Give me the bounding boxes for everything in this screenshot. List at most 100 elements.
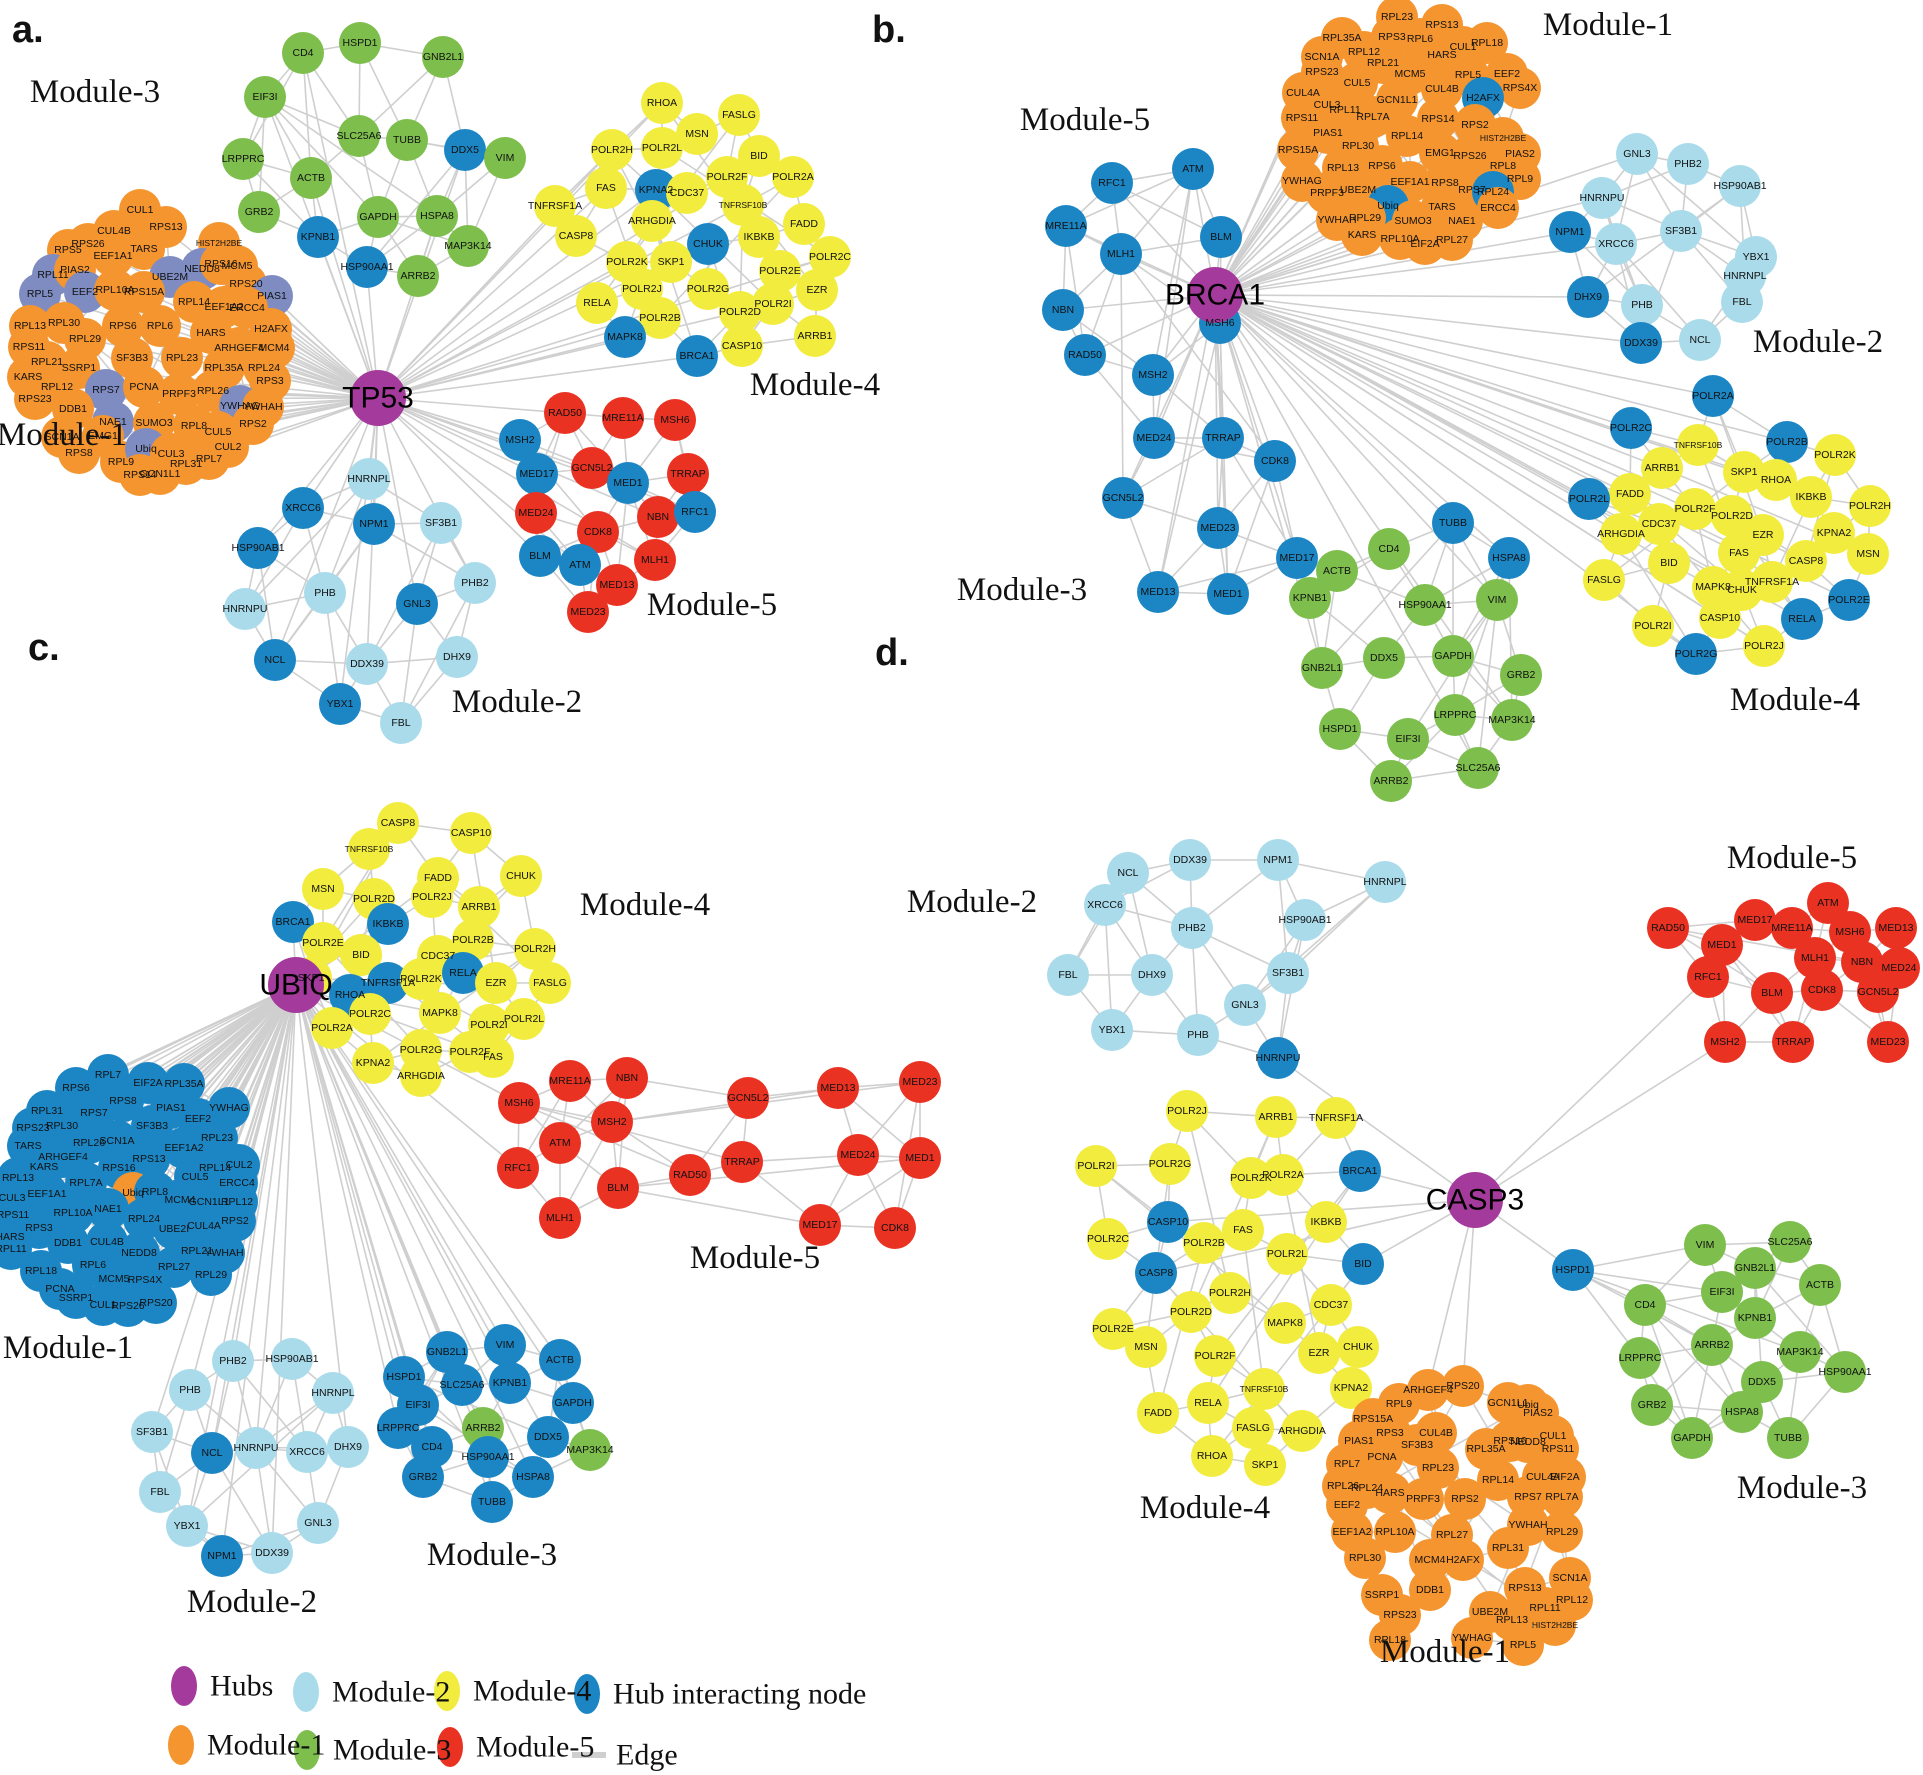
- node-HNRNPU[interactable]: [235, 1427, 277, 1469]
- node-RFC1[interactable]: [497, 1147, 539, 1189]
- node-POLR2B[interactable]: [1183, 1222, 1225, 1264]
- node-EEF2[interactable]: [64, 271, 106, 313]
- node-BRCA1[interactable]: [1339, 1150, 1381, 1192]
- node-RELA[interactable]: [442, 952, 484, 994]
- node-MSH2[interactable]: [591, 1101, 633, 1143]
- node-TRRAP[interactable]: [1772, 1021, 1814, 1063]
- node-ATM[interactable]: [539, 1122, 581, 1164]
- node-RHOA[interactable]: [1755, 459, 1797, 501]
- node-PHB[interactable]: [1177, 1014, 1219, 1056]
- node-MSN[interactable]: [302, 868, 344, 910]
- node-FBL[interactable]: [380, 702, 422, 744]
- node-CASP8[interactable]: [377, 802, 419, 844]
- node-PCNA[interactable]: [123, 366, 165, 408]
- node-POLR2K[interactable]: [400, 958, 442, 1000]
- node-BLM[interactable]: [1200, 216, 1242, 258]
- node-POLR2E[interactable]: [1092, 1308, 1134, 1350]
- node-XRCC6[interactable]: [286, 1431, 328, 1473]
- node-RPS14[interactable]: [1417, 98, 1459, 140]
- node-FASLG[interactable]: [718, 94, 760, 136]
- node-POLR2I[interactable]: [752, 283, 794, 325]
- node-TNFRSF1A[interactable]: [1315, 1097, 1357, 1139]
- node-MED17[interactable]: [799, 1204, 841, 1246]
- node-HSP90AB1[interactable]: [271, 1338, 313, 1380]
- node-MED17[interactable]: [516, 453, 558, 495]
- node-DHX9[interactable]: [1131, 954, 1173, 996]
- node-RPL27[interactable]: [1431, 219, 1473, 261]
- node-MAPK8[interactable]: [419, 992, 461, 1034]
- node-DDX5[interactable]: [527, 1416, 569, 1458]
- node-KPNA2[interactable]: [1813, 512, 1855, 554]
- node-BLM[interactable]: [597, 1167, 639, 1209]
- node-NPM1[interactable]: [201, 1535, 243, 1577]
- node-RPS26[interactable]: [1449, 135, 1491, 177]
- node-RPL10A[interactable]: [1374, 1511, 1416, 1553]
- node-DDX39[interactable]: [1620, 322, 1662, 364]
- node-ACTB[interactable]: [539, 1339, 581, 1381]
- node-FBL[interactable]: [139, 1471, 181, 1513]
- node-RFC1[interactable]: [674, 491, 716, 533]
- node-YBX1[interactable]: [166, 1505, 208, 1547]
- node-POLR2H[interactable]: [1849, 485, 1891, 527]
- node-SF3B3[interactable]: [131, 1105, 173, 1147]
- node-CD4[interactable]: [1624, 1284, 1666, 1326]
- node-DDX5[interactable]: [1741, 1361, 1783, 1403]
- node-TUBB[interactable]: [471, 1481, 513, 1523]
- node-POLR2K[interactable]: [1814, 434, 1856, 476]
- node-RAD50[interactable]: [544, 392, 586, 434]
- node-PRPF3[interactable]: [158, 373, 200, 415]
- node-MED23[interactable]: [1197, 507, 1239, 549]
- node-FADD[interactable]: [1609, 473, 1651, 515]
- node-RPS6[interactable]: [102, 305, 144, 347]
- node-RPL5[interactable]: [19, 273, 61, 315]
- node-RPL6[interactable]: [139, 305, 181, 347]
- node-GAPDH[interactable]: [1432, 635, 1474, 677]
- node-NCL[interactable]: [1679, 319, 1721, 361]
- node-GNL3[interactable]: [1224, 984, 1266, 1026]
- node-MRE11A[interactable]: [549, 1060, 591, 1102]
- node-KPNB1[interactable]: [1734, 1297, 1776, 1339]
- node-MED1[interactable]: [899, 1137, 941, 1179]
- node-MSH2[interactable]: [499, 419, 541, 461]
- node-POLR2F[interactable]: [1194, 1335, 1236, 1377]
- node-GCN5L2[interactable]: [1102, 477, 1144, 519]
- node-DDB1[interactable]: [1409, 1569, 1451, 1611]
- node-FAS[interactable]: [1222, 1209, 1264, 1251]
- node-MSN[interactable]: [676, 113, 718, 155]
- node-MED23[interactable]: [1867, 1021, 1909, 1063]
- node-HSP90AB1[interactable]: [237, 527, 279, 569]
- node-RPS2[interactable]: [214, 1200, 256, 1242]
- node-VIM[interactable]: [484, 1324, 526, 1366]
- node-DDX39[interactable]: [251, 1532, 293, 1574]
- node-HSP90AA1[interactable]: [1404, 584, 1446, 626]
- node-BID[interactable]: [340, 934, 382, 976]
- node-GRB2[interactable]: [1631, 1384, 1673, 1426]
- node-RPS15A[interactable]: [123, 271, 165, 313]
- node-RPS20[interactable]: [135, 1282, 177, 1324]
- node-SLC25A6[interactable]: [1457, 747, 1499, 789]
- node-FBL[interactable]: [1721, 281, 1763, 323]
- node-DHX9[interactable]: [1567, 276, 1609, 318]
- node-POLR2E[interactable]: [1828, 579, 1870, 621]
- node-NBN[interactable]: [1042, 289, 1084, 331]
- node-HNRNPL[interactable]: [348, 458, 390, 500]
- node-ARHGDIA[interactable]: [1281, 1410, 1323, 1452]
- node-RFC1[interactable]: [1091, 162, 1133, 204]
- node-RPL31[interactable]: [1487, 1527, 1529, 1569]
- node-GAPDH[interactable]: [552, 1382, 594, 1424]
- node-GCN5L2[interactable]: [727, 1077, 769, 1119]
- node-FASLG[interactable]: [1583, 559, 1625, 601]
- node-FADD[interactable]: [783, 203, 825, 245]
- node-HSP90AB1[interactable]: [1284, 899, 1326, 941]
- node-MED1[interactable]: [1701, 924, 1743, 966]
- node-KPNB1[interactable]: [1289, 577, 1331, 619]
- node-ARRB1[interactable]: [1255, 1096, 1297, 1138]
- node-GCN5L2[interactable]: [571, 447, 613, 489]
- node-POLR2I[interactable]: [1632, 605, 1674, 647]
- node-IKBKB[interactable]: [1305, 1201, 1347, 1243]
- node-RPS15A[interactable]: [1277, 129, 1319, 171]
- node-HSPD1[interactable]: [1552, 1249, 1594, 1291]
- node-POLR2B[interactable]: [452, 919, 494, 961]
- node-ARRB2[interactable]: [397, 255, 439, 297]
- node-MSH2[interactable]: [1704, 1021, 1746, 1063]
